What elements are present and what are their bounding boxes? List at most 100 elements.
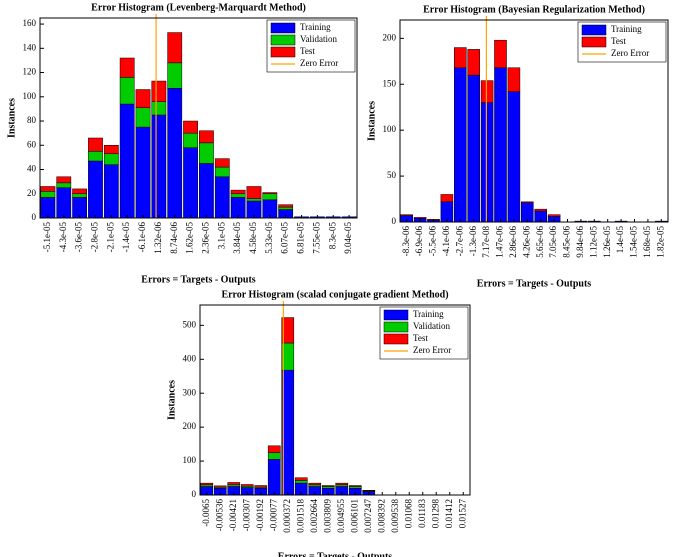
x-tick-label: 1.4e-05: [615, 226, 625, 254]
bar-segment: [135, 107, 151, 128]
chart: Error Histogram (scalad conjugate gradie…: [166, 289, 471, 557]
plot-frame: [39, 17, 358, 219]
bar-segment: [183, 132, 198, 148]
y-axis-label: Instances: [6, 98, 17, 138]
y-tick-label: 100: [383, 124, 397, 134]
bar-segment: [262, 192, 278, 195]
legend-swatch: [383, 309, 409, 321]
bar-segment: [72, 188, 88, 195]
bar-segment: [56, 176, 72, 184]
x-tick-label: -5.5e-06: [428, 226, 438, 257]
x-tick-label: 3.1e-05: [216, 222, 226, 250]
x-tick-label: 0.01527: [457, 499, 467, 529]
legend-swatch: [270, 22, 296, 34]
bar-segment: [308, 482, 322, 486]
bar-segment: [214, 166, 230, 178]
x-tick-label: -5.1e-05: [42, 222, 52, 253]
chart: Error Histogram (Levenberg-Marquardt Met…: [6, 2, 358, 285]
x-tick-label: -0.00536: [214, 499, 224, 532]
bar-segment: [454, 47, 467, 68]
x-tick-label: -4.1e-06: [441, 226, 451, 257]
bar-segment: [199, 142, 214, 164]
x-tick-label: -1.3e-06: [468, 226, 478, 257]
legend-swatch: [270, 46, 296, 58]
x-tick-label: 0.004955: [336, 499, 346, 533]
x-tick-label: 0.01183: [417, 499, 427, 528]
bar-segment: [214, 176, 230, 219]
x-tick-label: 3.84e-05: [232, 222, 242, 254]
legend-label: Zero Error: [611, 48, 649, 58]
bar-segment: [88, 160, 103, 219]
x-tick-label: -6.9e-06: [414, 226, 424, 257]
x-tick-label: 0.007247: [363, 499, 373, 533]
x-tick-label: 4.58e-05: [248, 222, 258, 254]
legend-label: Test: [413, 333, 428, 343]
bar-segment: [135, 89, 151, 108]
legend-label: Zero Error: [413, 345, 451, 355]
bar-segment: [348, 486, 362, 489]
bar-segment: [362, 490, 376, 492]
chart: Error Histogram (Bayesian Regularization…: [366, 4, 669, 289]
bar-segment: [294, 480, 308, 484]
x-tick-label: 0.009538: [390, 499, 400, 533]
legend-label: Test: [300, 46, 315, 56]
x-tick-label: -0.00421: [228, 499, 238, 531]
y-tick-label: 20: [27, 188, 37, 198]
x-tick-label: 1.62e-05: [185, 222, 195, 254]
legend-swatch: [270, 34, 296, 46]
bar-segment: [321, 485, 335, 487]
legend-label: Zero Error: [300, 58, 338, 68]
y-tick-label: 150: [383, 78, 397, 88]
x-tick-label: 0.000372: [282, 499, 292, 533]
x-tick-label: 0.01298: [430, 499, 440, 529]
bar-segment: [135, 126, 151, 219]
bar-segment: [348, 485, 362, 487]
bar-segment: [103, 164, 119, 219]
bar-segment: [103, 153, 119, 165]
y-tick-label: 100: [183, 455, 197, 465]
bar-segment: [240, 484, 254, 487]
y-tick-label: 160: [23, 18, 37, 28]
bar-segment: [507, 67, 521, 92]
x-tick-label: 9.84e-06: [575, 226, 585, 258]
bar-segment: [56, 182, 72, 188]
x-tick-label: -8.3e-06: [401, 226, 411, 257]
x-tick-label: 8.74e-06: [169, 222, 179, 254]
bar-segment: [494, 39, 507, 68]
bar-segment: [213, 485, 227, 488]
y-tick-label: 300: [183, 387, 197, 397]
bar-segment: [230, 189, 246, 195]
bar-segment: [400, 214, 413, 216]
x-tick-label: 0.008392: [376, 499, 386, 533]
bar-segment: [214, 158, 230, 168]
y-tick-label: 200: [183, 421, 197, 431]
bar-segment: [183, 147, 198, 219]
x-tick-label: 0.003809: [322, 499, 332, 533]
bar-segment: [200, 482, 214, 486]
bar-segment: [40, 186, 56, 192]
bar-segment: [56, 187, 72, 219]
x-tick-label: 1.12e-05: [588, 226, 598, 258]
plot-frame: [199, 304, 471, 496]
x-tick-label: 6.81e-05: [296, 222, 306, 254]
legend-swatch: [383, 321, 409, 333]
x-tick-label: 1.32e-06: [153, 222, 163, 254]
bar-segment: [200, 484, 214, 487]
y-tick-label: 50: [387, 170, 397, 180]
bar-segment: [119, 57, 135, 78]
bar-segment: [119, 103, 135, 219]
x-tick-label: 1.54e-05: [629, 226, 639, 258]
y-tick-label: 200: [383, 32, 397, 42]
bar-segment: [308, 484, 322, 487]
bar-segment: [72, 193, 88, 198]
legend-swatch: [383, 333, 409, 345]
bar-segment: [321, 486, 335, 489]
x-axis-label: Errors = Targets - Outputs: [477, 278, 592, 289]
x-tick-label: 5.65e-06: [535, 226, 545, 258]
x-tick-label: 5.33e-05: [264, 222, 274, 254]
x-tick-label: -2.7e-06: [454, 226, 464, 257]
bar-segment: [230, 193, 246, 198]
bar-segment: [440, 201, 454, 223]
bar-segment: [167, 88, 183, 219]
legend-label: Validation: [413, 321, 450, 331]
